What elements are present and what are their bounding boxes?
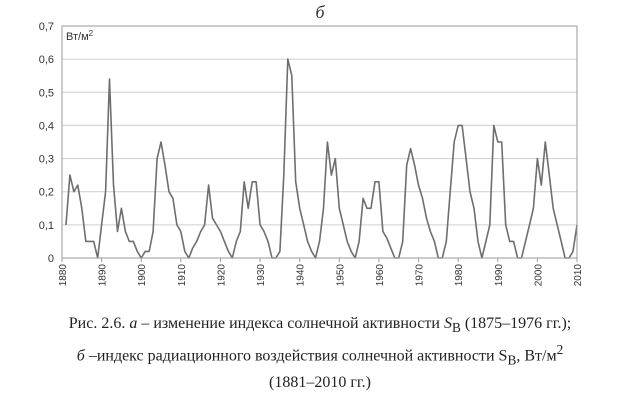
series-layer (65, 58, 578, 259)
x-tick-label: 1990 (494, 264, 505, 287)
caption-panel-b: б (76, 347, 85, 365)
series-line (65, 58, 578, 259)
x-tick-label: 1920 (216, 264, 227, 287)
x-tick-label: 1930 (256, 264, 267, 287)
line-chart: 00,10,20,30,40,50,60,7 1880 1890 1900 1910 1… (39, 21, 584, 286)
y-axis-label: Вт/м2 (66, 29, 94, 43)
y-tick-label: 0,1 (39, 220, 54, 232)
x-axis-ticks: 1880 1890 1900 1910 1920 1930 1940 1950 1960 1970… (58, 258, 584, 286)
panel-label: б (315, 2, 325, 22)
y-tick-label: 0,2 (39, 187, 54, 199)
x-tick-label: 1880 (58, 264, 69, 287)
y-tick-label: 0,5 (39, 87, 54, 99)
x-tick-label: 2000 (533, 264, 544, 287)
y-axis-ticks: 0 0,1 0,2 0,3 0,4 0,5 0,6 0,7 (39, 21, 54, 265)
plot-frame (61, 25, 578, 259)
caption-panel-a: а (129, 315, 138, 332)
y-tick-label: 0,3 (39, 154, 54, 166)
caption-line-3: (1881–2010 гг.) (269, 373, 371, 391)
caption-b-sup: 2 (556, 342, 564, 358)
x-tick-label: 1940 (296, 264, 307, 287)
x-tick-label: 1960 (375, 264, 386, 287)
caption-line-2: б –индекс радиационного воздействия солн… (20, 339, 620, 372)
x-tick-label: 2010 (573, 264, 584, 287)
x-tick-label: 1950 (335, 264, 346, 287)
caption-a-period: (1875–1976 гг.); (464, 315, 572, 332)
caption-symbol-s: S (443, 315, 452, 332)
x-tick-label: 1910 (177, 264, 188, 287)
x-tick-label: 1980 (454, 264, 465, 287)
caption-symbol-sub: B (451, 320, 461, 336)
caption-b-unit: , Вт/м (516, 347, 557, 365)
y-tick-label: 0,4 (39, 120, 54, 132)
x-tick-label: 1970 (415, 264, 426, 287)
caption-line-1: Рис. 2.6. а – изменение индекса солнечно… (20, 313, 620, 339)
y-tick-label: 0,7 (39, 21, 54, 33)
caption-a-text: – изменение индекса солнечной активности (141, 315, 440, 332)
y-tick-label: 0,6 (39, 54, 54, 66)
x-tick-label: 1890 (98, 264, 109, 287)
caption-b-sub: B (507, 352, 517, 368)
y-tick-label: 0 (48, 253, 54, 265)
figure-caption: Рис. 2.6. а – изменение индекса солнечно… (20, 313, 620, 394)
x-tick-label: 1900 (137, 264, 148, 287)
caption-b-text: –индекс радиационного воздействия солнеч… (88, 347, 508, 365)
caption-figure-number: Рис. 2.6. (68, 315, 126, 332)
